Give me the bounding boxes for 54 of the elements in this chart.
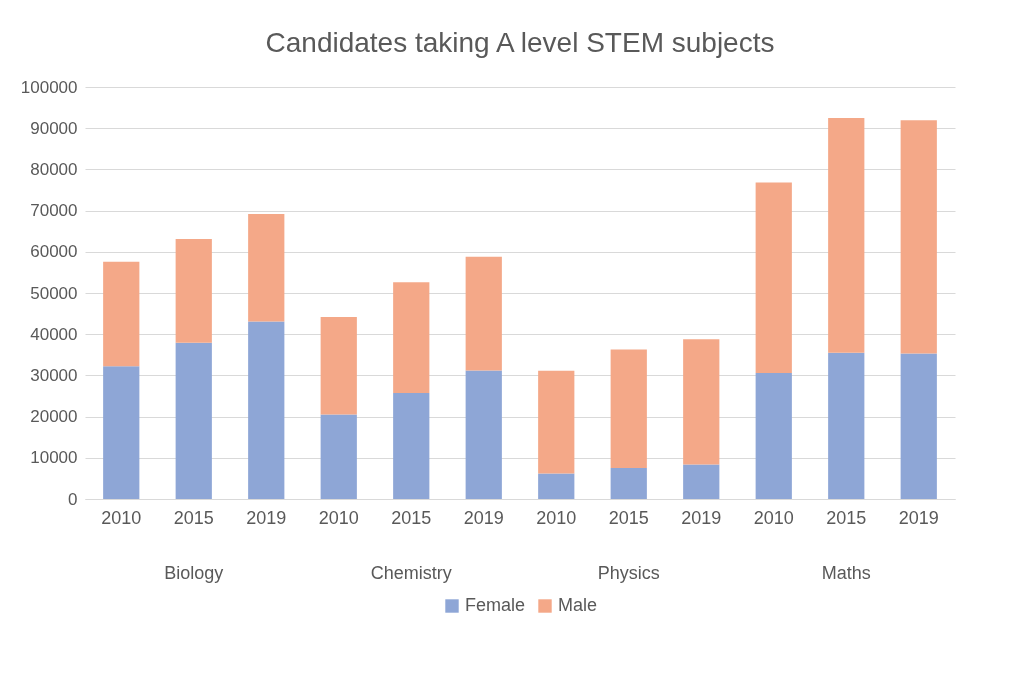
- bar: [828, 352, 865, 499]
- bar: [465, 256, 502, 371]
- y-tick-label: 50000: [30, 283, 78, 303]
- text: Biology: [164, 563, 224, 583]
- x-tick-label: 2019: [898, 507, 939, 528]
- y-tick-label: 30000: [30, 365, 78, 385]
- bar: [320, 316, 357, 415]
- x-tick-label: 2010: [101, 507, 142, 528]
- y-tick-label: 40000: [30, 324, 78, 344]
- bar: [828, 117, 865, 353]
- x-tick-label: 2010: [753, 507, 794, 528]
- bar: [393, 393, 430, 499]
- bar: [610, 349, 647, 469]
- x-tick-label: 2015: [826, 507, 867, 528]
- x-tick-label: 2019: [463, 507, 504, 528]
- bar: [755, 182, 792, 373]
- bar: [538, 370, 575, 474]
- x-tick-label: 2015: [608, 507, 649, 528]
- y-tick-label: 20000: [30, 407, 78, 427]
- bar: [175, 342, 212, 499]
- legend-label: Male: [558, 595, 598, 615]
- bar: [393, 282, 430, 394]
- bar: [175, 239, 212, 343]
- x-tick-label: 2010: [536, 507, 577, 528]
- bar: [900, 120, 937, 354]
- bar: [538, 473, 575, 499]
- x-tick-label: 2019: [681, 507, 722, 528]
- text: Maths: [821, 563, 871, 583]
- y-tick-label: 60000: [30, 242, 78, 262]
- y-tick-label: 0: [68, 489, 78, 509]
- chart-title: Candidates taking A level STEM subjects: [265, 27, 775, 58]
- text: Physics: [597, 563, 660, 583]
- y-tick-label: 100000: [20, 77, 78, 97]
- x-tick-label: 2010: [318, 507, 359, 528]
- y-tick-label: 90000: [30, 118, 78, 138]
- x-tick-label: 2015: [173, 507, 214, 528]
- bar: [248, 321, 285, 499]
- bar: [465, 370, 502, 499]
- bar: [103, 366, 140, 499]
- y-tick-label: 70000: [30, 201, 78, 221]
- bar: [248, 213, 285, 322]
- text: Chemistry: [370, 563, 452, 583]
- legend-label: Female: [465, 595, 526, 615]
- x-tick-label: 2015: [391, 507, 432, 528]
- y-tick-label: 80000: [30, 159, 78, 179]
- x-tick-label: 2019: [246, 507, 287, 528]
- bar: [103, 261, 140, 367]
- bar: [683, 339, 720, 465]
- bar: [320, 414, 357, 499]
- y-tick-label: 10000: [30, 448, 78, 468]
- bar: [610, 468, 647, 499]
- bar: [900, 353, 937, 499]
- bar: [755, 372, 792, 499]
- bar: [683, 464, 720, 499]
